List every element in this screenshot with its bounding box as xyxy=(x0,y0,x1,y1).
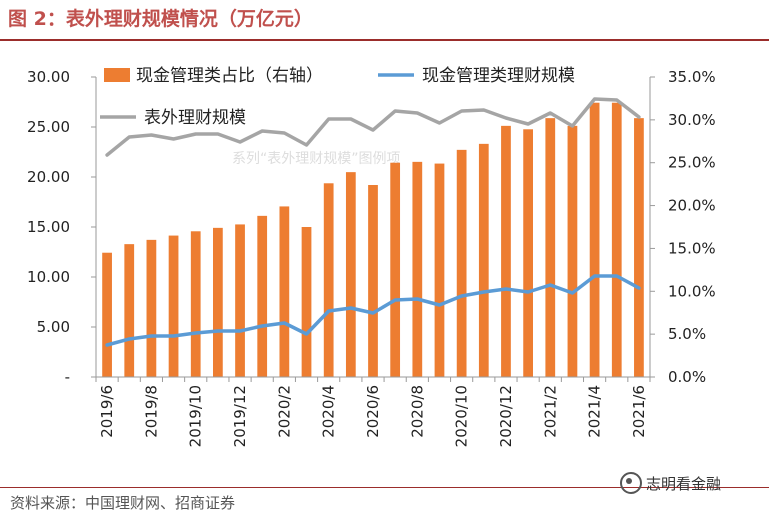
left-tick-label: 20.00 xyxy=(27,168,70,186)
x-tick-label: 2021/6 xyxy=(630,385,648,438)
right-tick-label: 0.0% xyxy=(668,368,706,386)
bar xyxy=(146,239,157,377)
chart: 系列“表外理财规模”图例项 - 5.00 10.00 15.00 20.00 25.00 3… xyxy=(27,66,716,447)
bar xyxy=(434,163,445,377)
bar xyxy=(478,143,489,377)
right-tick-label: 5.0% xyxy=(668,325,706,343)
left-tick-label: 25.00 xyxy=(27,118,70,136)
line-cash-management xyxy=(105,274,641,347)
bar xyxy=(323,183,334,377)
bar xyxy=(190,231,201,377)
bar xyxy=(611,102,622,377)
x-tick-label: 2020/12 xyxy=(497,385,515,447)
x-tick-label: 2020/2 xyxy=(275,385,293,438)
legend-label: 现金管理类占比（右轴） xyxy=(136,66,323,86)
line-total-offbalance xyxy=(105,97,641,157)
left-tick-label: 5.00 xyxy=(37,318,70,336)
bar xyxy=(412,161,423,377)
bar xyxy=(368,185,378,377)
bar xyxy=(523,129,533,377)
bar xyxy=(102,252,112,377)
right-tick-label: 10.0% xyxy=(668,282,716,300)
watermark: 系列“表外理财规模”图例项 xyxy=(232,151,401,167)
bar xyxy=(501,125,511,377)
axes: - 5.00 10.00 15.00 20.00 25.00 30.00 0.0% 5.0% 10… xyxy=(27,68,716,447)
x-tick-label: 2020/6 xyxy=(364,385,382,438)
x-tick-label: 2019/8 xyxy=(142,385,160,438)
left-tick-label: 15.00 xyxy=(27,218,70,236)
source-note: 资料来源：中国理财网、招商证券 xyxy=(10,494,236,512)
x-tick-label: 2021/4 xyxy=(586,385,604,438)
bar xyxy=(589,102,600,377)
x-tick-label: 2019/12 xyxy=(231,385,249,447)
brand-mark: 志明看金融 xyxy=(620,472,721,494)
legend-swatch-bar xyxy=(104,68,130,82)
x-tick-label: 2020/4 xyxy=(320,385,338,438)
bar xyxy=(301,227,312,377)
left-tick-label: 30.00 xyxy=(27,68,70,86)
x-tick-label: 2021/2 xyxy=(541,385,559,438)
bar xyxy=(279,206,290,377)
bar xyxy=(390,162,401,377)
figure-title: 图 2：表外理财规模情况（万亿元） xyxy=(8,8,313,30)
bar xyxy=(235,224,245,377)
right-tick-label: 15.0% xyxy=(668,239,716,257)
left-tick-label: 10.00 xyxy=(27,268,70,286)
bar xyxy=(456,149,467,377)
right-tick-label: 30.0% xyxy=(668,111,716,129)
bar xyxy=(257,215,268,377)
right-tick-label: 35.0% xyxy=(668,68,716,86)
legend-label: 表外理财规模 xyxy=(144,108,246,128)
legend-label: 现金管理类理财规模 xyxy=(422,66,575,86)
bar xyxy=(124,244,135,377)
bar xyxy=(567,125,578,377)
bar xyxy=(545,118,556,378)
right-tick-label: 20.0% xyxy=(668,197,716,215)
bar xyxy=(634,118,644,378)
bar-series xyxy=(102,102,644,378)
bar xyxy=(168,235,179,377)
x-tick-label: 2019/10 xyxy=(187,385,205,447)
x-tick-label: 2020/10 xyxy=(453,385,471,447)
left-tick-label: - xyxy=(65,368,70,386)
right-tick-label: 25.0% xyxy=(668,154,716,172)
bar xyxy=(345,172,356,377)
footer-divider xyxy=(0,487,769,488)
wechat-icon xyxy=(620,472,642,494)
line-series xyxy=(105,97,641,347)
x-tick-label: 2020/8 xyxy=(408,385,426,438)
x-tick-label: 2019/6 xyxy=(98,385,116,438)
title-divider xyxy=(0,39,769,41)
bar xyxy=(213,227,223,377)
brand-label: 志明看金融 xyxy=(646,474,722,493)
